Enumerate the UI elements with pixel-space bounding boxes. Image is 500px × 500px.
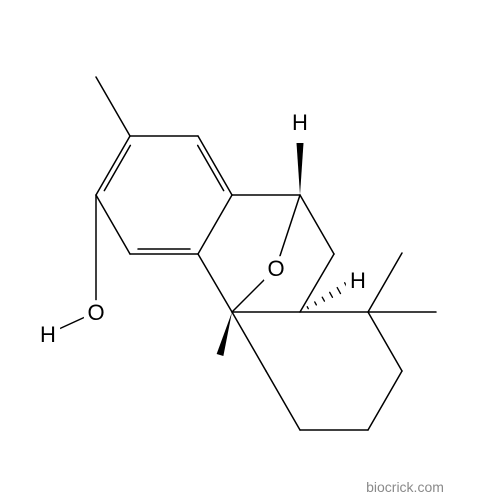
structure-canvas: O O H H H biocrick.com [0, 0, 500, 500]
molecule-svg: O O H H H [0, 0, 500, 500]
atom-label-h: H [292, 110, 308, 135]
atom-label-h: H [350, 268, 366, 293]
atom-label-o: O [87, 300, 104, 325]
watermark-text: biocrick.com [366, 479, 444, 495]
atom-label-o: O [267, 256, 284, 281]
atom-label-h: H [40, 322, 56, 347]
